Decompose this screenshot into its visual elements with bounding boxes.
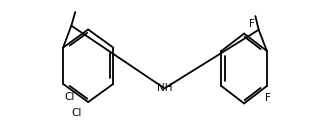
Text: NH: NH [157,83,173,93]
Text: F: F [249,19,255,29]
Text: Cl: Cl [65,92,75,102]
Text: F: F [265,93,271,103]
Text: Cl: Cl [72,108,82,118]
